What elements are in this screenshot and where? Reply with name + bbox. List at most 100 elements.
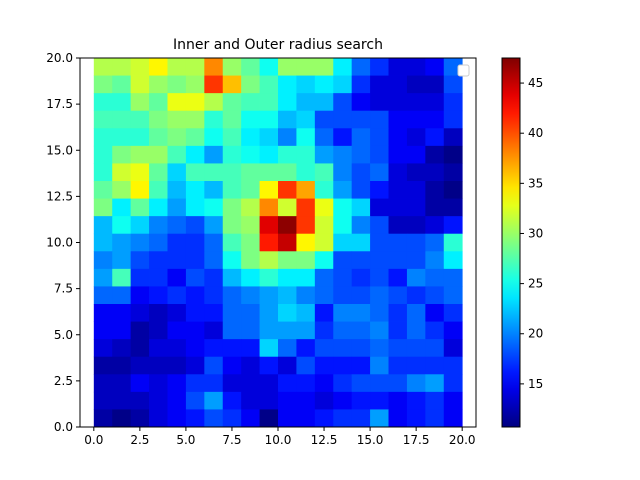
heatmap-cell xyxy=(204,409,224,428)
heatmap-cell xyxy=(93,286,113,305)
heatmap-cell xyxy=(241,128,260,147)
heatmap-cell xyxy=(351,181,371,199)
heatmap-cell xyxy=(259,304,279,322)
heatmap-cell xyxy=(204,374,224,393)
heatmap-cell xyxy=(241,233,260,252)
colorbar-tick-label: 35 xyxy=(528,176,543,190)
heatmap-cell xyxy=(241,321,260,340)
heatmap-cell xyxy=(112,268,132,287)
heatmap-cell xyxy=(333,128,353,147)
heatmap-cell xyxy=(93,268,113,287)
heatmap-cell xyxy=(406,145,426,164)
heatmap-cell xyxy=(314,304,334,322)
heatmap-cell xyxy=(259,233,279,252)
heatmap-cell xyxy=(241,286,260,305)
heatmap-cell xyxy=(278,110,297,129)
heatmap-cell xyxy=(296,339,316,358)
heatmap-cell xyxy=(370,391,389,410)
heatmap-cell xyxy=(112,128,132,147)
heatmap-cell xyxy=(204,216,224,235)
heatmap-cell xyxy=(296,128,316,147)
heatmap-cell xyxy=(351,216,371,235)
heatmap-cell xyxy=(425,339,445,358)
heatmap-cell xyxy=(278,409,297,428)
colorbar-tick-label: 30 xyxy=(528,226,543,240)
heatmap-cell xyxy=(167,58,187,76)
heatmap-cell xyxy=(333,233,353,252)
heatmap-cell xyxy=(185,75,205,94)
heatmap-cell xyxy=(93,93,113,112)
heatmap-cell xyxy=(425,198,445,217)
heatmap-cell xyxy=(222,251,242,270)
heatmap-cell xyxy=(185,409,205,428)
heatmap-cell xyxy=(388,58,408,76)
heatmap-cell xyxy=(222,356,242,375)
heatmap-cell xyxy=(406,128,426,147)
heatmap-cell xyxy=(278,233,297,252)
heatmap-cell xyxy=(370,163,389,182)
heatmap-cell xyxy=(351,233,371,252)
heatmap-cell xyxy=(167,163,187,182)
heatmap-cell xyxy=(278,321,297,340)
heatmap-cell xyxy=(259,93,279,112)
heatmap-cell xyxy=(443,286,463,305)
heatmap-cell xyxy=(93,251,113,270)
heatmap-cell xyxy=(443,216,463,235)
heatmap-cell xyxy=(222,93,242,112)
heatmap-cell xyxy=(241,268,260,287)
heatmap-cell xyxy=(333,356,353,375)
heatmap-cell xyxy=(259,145,279,164)
heatmap-cell xyxy=(425,356,445,375)
heatmap-cell xyxy=(149,145,168,164)
heatmap-cell xyxy=(351,356,371,375)
heatmap-cell xyxy=(130,216,150,235)
heatmap-cell xyxy=(93,58,113,76)
heatmap-cell xyxy=(167,304,187,322)
x-tick-label: 15.0 xyxy=(357,433,384,447)
heatmap-cell xyxy=(185,374,205,393)
heatmap-cell xyxy=(443,251,463,270)
heatmap-cell xyxy=(149,93,168,112)
heatmap-cell xyxy=(222,321,242,340)
heatmap-cell xyxy=(204,198,224,217)
heatmap-cell xyxy=(406,181,426,199)
heatmap-cell xyxy=(130,233,150,252)
heatmap-cell xyxy=(130,145,150,164)
heatmap-cell xyxy=(93,110,113,129)
heatmap-cell xyxy=(296,304,316,322)
x-tick-label: 7.5 xyxy=(222,433,241,447)
y-tick-label: 17.5 xyxy=(46,97,73,111)
heatmap-cell xyxy=(406,374,426,393)
heatmap-cell xyxy=(333,198,353,217)
heatmap-cell xyxy=(93,304,113,322)
heatmap-cell xyxy=(296,58,316,76)
heatmap-cell xyxy=(167,110,187,129)
heatmap-cell xyxy=(406,409,426,428)
heatmap-cell xyxy=(351,58,371,76)
heatmap-cell xyxy=(222,75,242,94)
chart-title: Inner and Outer radius search xyxy=(173,37,383,53)
heatmap-cell xyxy=(93,374,113,393)
heatmap-cell xyxy=(185,251,205,270)
colorbar-tick-label: 25 xyxy=(528,277,543,291)
heatmap-cell xyxy=(149,198,168,217)
heatmap-cell xyxy=(112,181,132,199)
heatmap-cell xyxy=(185,163,205,182)
heatmap-cell xyxy=(241,409,260,428)
y-axis: 0.0 2.5 5.0 7.5 10.0 12.5 15.0 17.5 20.0 xyxy=(46,51,80,434)
heatmap-cell xyxy=(425,286,445,305)
heatmap-cell xyxy=(278,251,297,270)
heatmap-cell xyxy=(425,110,445,129)
heatmap-cell xyxy=(370,356,389,375)
heatmap-cell xyxy=(351,339,371,358)
heatmap-cell xyxy=(333,181,353,199)
heatmap-cell xyxy=(204,339,224,358)
heatmap-cell xyxy=(296,321,316,340)
heatmap-cell xyxy=(351,110,371,129)
heatmap-cell xyxy=(241,93,260,112)
heatmap-cell xyxy=(185,198,205,217)
heatmap-cell xyxy=(296,356,316,375)
heatmap-cell xyxy=(241,58,260,76)
heatmap-cell xyxy=(130,110,150,129)
heatmap-cell xyxy=(167,391,187,410)
